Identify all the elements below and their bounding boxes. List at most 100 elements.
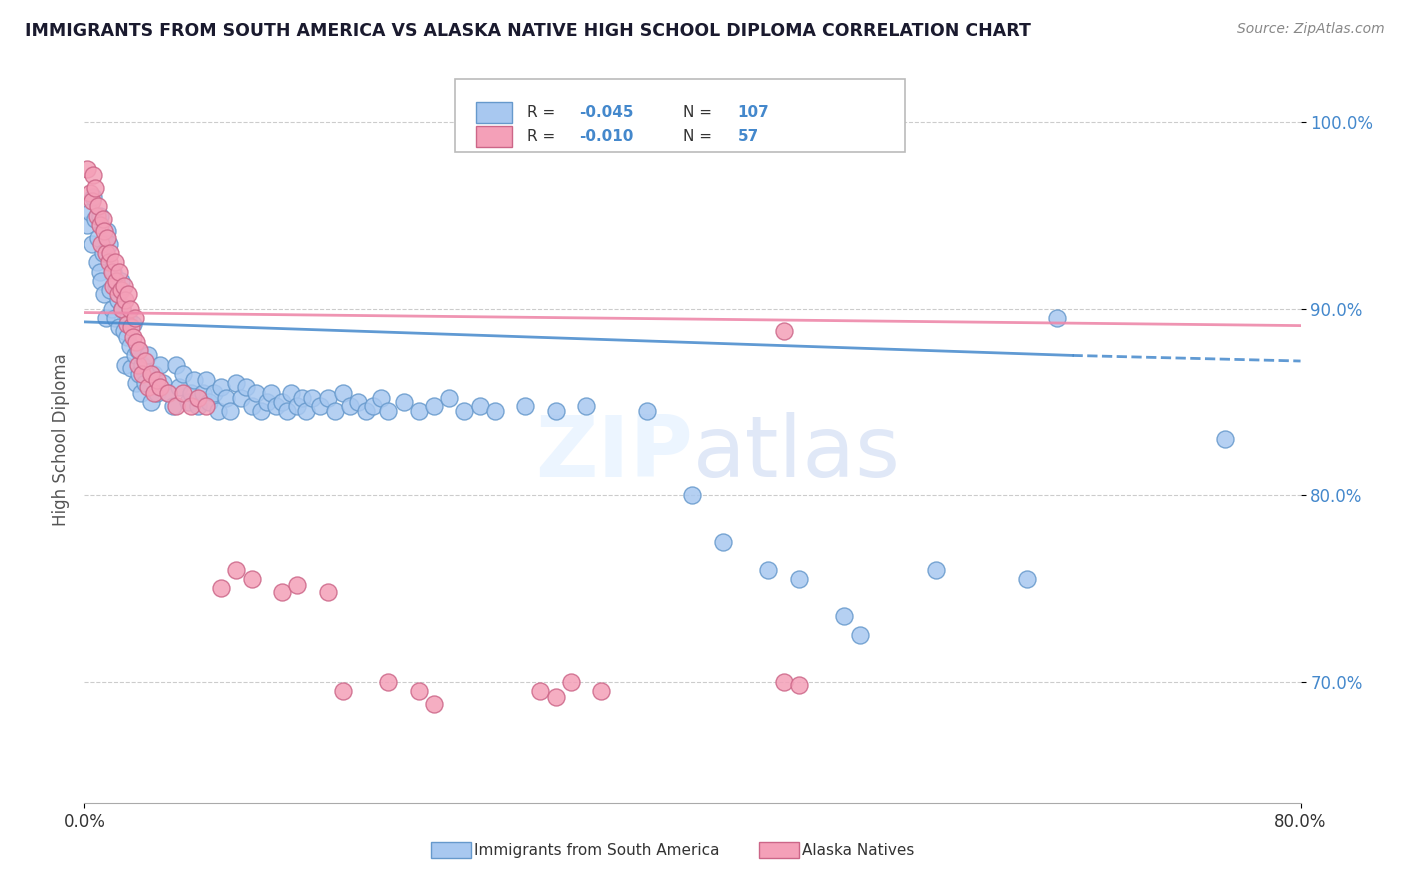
Point [89, 209, 111, 223]
Point [468, 399, 491, 413]
Point [87, 199, 110, 213]
Point [165, 358, 187, 372]
Point [82, 168, 104, 182]
Point [347, 395, 370, 409]
Point [172, 385, 194, 400]
Point [76, 161, 98, 176]
Point [245, 385, 267, 400]
Point [219, 404, 242, 418]
Text: Source: ZipAtlas.com: Source: ZipAtlas.com [1237, 22, 1385, 37]
Point [354, 404, 377, 418]
Point [89, 264, 111, 278]
Point [118, 301, 141, 316]
Point [225, 376, 247, 391]
Point [146, 385, 169, 400]
Point [93, 286, 115, 301]
Point [423, 399, 446, 413]
Point [377, 404, 399, 418]
Point [636, 404, 658, 418]
Point [80, 194, 103, 208]
Text: R =: R = [527, 105, 560, 120]
Point [96, 223, 118, 237]
Point [143, 385, 166, 400]
Point [194, 399, 218, 413]
Text: Alaska Natives: Alaska Natives [801, 843, 914, 857]
Point [187, 399, 209, 413]
Point [118, 339, 141, 353]
Point [180, 399, 202, 413]
Point [136, 380, 159, 394]
Text: ZIP: ZIP [534, 412, 693, 495]
Point [146, 373, 169, 387]
Point [167, 380, 190, 394]
Point [98, 283, 121, 297]
Point [291, 392, 314, 406]
Point [124, 348, 146, 362]
Point [591, 684, 613, 698]
Point [834, 609, 856, 624]
Point [103, 279, 125, 293]
Point [323, 404, 346, 418]
Point [108, 264, 131, 278]
Point [79, 205, 101, 219]
Point [191, 385, 214, 400]
Point [136, 348, 159, 362]
Point [121, 361, 143, 376]
Point [235, 380, 257, 394]
Point [309, 399, 332, 413]
Point [316, 392, 339, 406]
Point [134, 354, 156, 368]
Point [276, 404, 298, 418]
Point [198, 395, 221, 409]
Point [80, 236, 103, 251]
Point [225, 563, 247, 577]
Point [107, 293, 129, 307]
Point [107, 286, 129, 301]
FancyBboxPatch shape [759, 842, 800, 858]
Point [111, 301, 134, 316]
Point [848, 628, 870, 642]
Text: R =: R = [527, 129, 560, 145]
Point [156, 385, 179, 400]
Point [529, 684, 551, 698]
Point [787, 678, 810, 692]
Text: N =: N = [683, 129, 717, 145]
Point [249, 404, 271, 418]
Point [122, 317, 145, 331]
Point [682, 488, 704, 502]
FancyBboxPatch shape [477, 103, 512, 123]
Text: -0.045: -0.045 [579, 105, 634, 120]
Text: 107: 107 [738, 105, 769, 120]
Point [125, 376, 148, 391]
Text: 57: 57 [738, 129, 759, 145]
Text: Immigrants from South America: Immigrants from South America [474, 843, 718, 857]
Point [86, 255, 108, 269]
Point [484, 404, 506, 418]
Point [94, 246, 117, 260]
Point [125, 335, 148, 350]
Point [1015, 572, 1038, 586]
Point [207, 404, 229, 418]
Point [332, 385, 354, 400]
Text: -0.010: -0.010 [579, 129, 634, 145]
Point [141, 395, 163, 409]
Point [285, 399, 308, 413]
Point [408, 684, 430, 698]
Point [180, 385, 202, 400]
Point [128, 343, 150, 357]
Y-axis label: High School Diploma: High School Diploma [52, 353, 70, 525]
Point [90, 236, 112, 251]
Point [108, 320, 131, 334]
Point [76, 218, 98, 232]
Point [100, 301, 122, 316]
Point [131, 358, 153, 372]
Point [439, 392, 461, 406]
Point [84, 180, 107, 194]
Point [301, 392, 323, 406]
Point [93, 223, 115, 237]
Point [280, 385, 302, 400]
Point [271, 395, 294, 409]
Point [84, 212, 107, 227]
Point [121, 320, 143, 334]
Point [127, 343, 149, 357]
